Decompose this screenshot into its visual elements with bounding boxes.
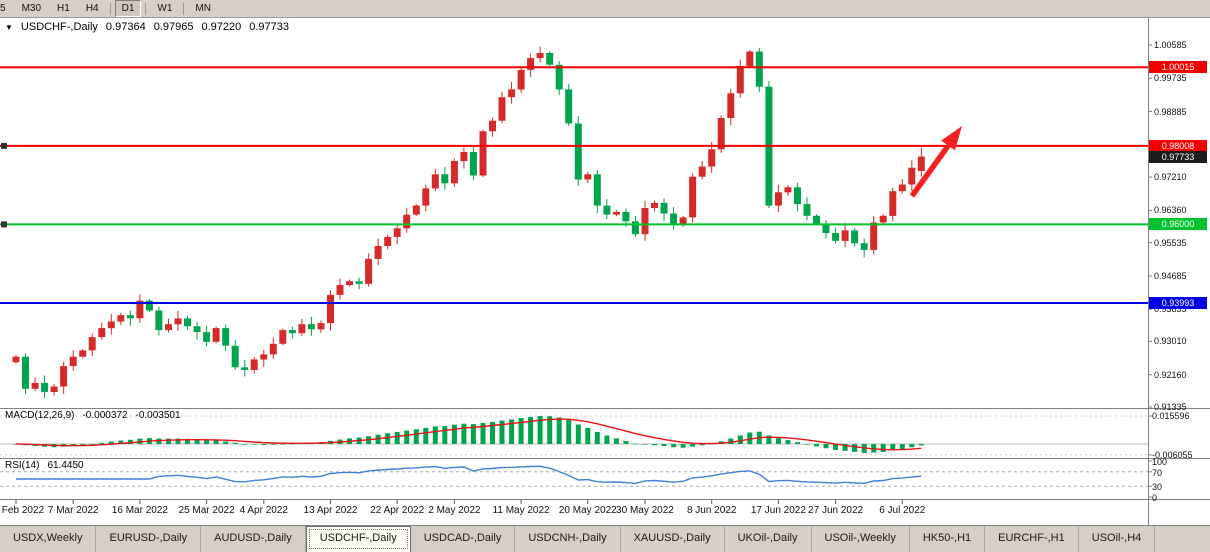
- price-axis-label: 0.91335: [1154, 401, 1187, 412]
- price-line-badge: 1.00015: [1149, 61, 1207, 74]
- chart-marker-icon: ▼: [5, 23, 13, 32]
- timeframe-button-w1[interactable]: W1: [157, 3, 173, 14]
- macd-panel: [0, 415, 1152, 456]
- rsi-panel: [0, 460, 1152, 498]
- price-axis-label: 0.93010: [1154, 336, 1187, 347]
- chart-tabs-bar: USDX,Weekly EURUSD-,Daily AUDUSD-,Daily USD…: [0, 525, 1210, 552]
- chart-symbol-label: USDCHF-,Daily: [20, 21, 98, 33]
- chart-tab-audusd-daily[interactable]: AUDUSD-,Daily: [201, 526, 306, 552]
- chart-tab-eurchf-h1[interactable]: EURCHF-,H1: [985, 526, 1079, 552]
- date-axis-label: 25 Feb 2022: [0, 505, 45, 516]
- price-axis-label: 0.96360: [1154, 205, 1187, 216]
- chart-tab-hk50-h1[interactable]: HK50-,H1: [910, 526, 986, 552]
- date-axis-label: 30 May 2022: [616, 505, 674, 516]
- chart-tab-eurusd-daily[interactable]: EURUSD-,Daily: [96, 526, 202, 552]
- panel-separators: [0, 18, 1210, 525]
- date-axis-label: 6 Jul 2022: [879, 505, 926, 516]
- indicator-axis-label: 100: [1152, 457, 1168, 467]
- date-axis-label: 7 Mar 2022: [47, 505, 99, 516]
- chart-tab-usoil-h4[interactable]: USOil-,H4: [1079, 526, 1156, 552]
- macd-name: MACD(12,26,9): [5, 410, 75, 421]
- timeframe-button-m30[interactable]: M30: [21, 3, 42, 14]
- timeframe-button-5[interactable]: 5: [0, 3, 6, 14]
- macd-indicator-label: MACD(12,26,9) -0.000372 -0.003501: [5, 410, 181, 421]
- price-axis-label: 1.00585: [1154, 40, 1187, 50]
- candles: [12, 46, 925, 399]
- current-price-badge: 0.97733: [1149, 150, 1207, 163]
- toolbar-separator: [145, 2, 147, 15]
- timeframe-button-h4[interactable]: H4: [85, 3, 99, 14]
- date-axis-label: 27 Jun 2022: [808, 505, 864, 516]
- price-axis-label: 0.99735: [1154, 73, 1187, 84]
- trend-arrow[interactable]: [909, 126, 962, 198]
- date-axis-label: 13 Apr 2022: [303, 505, 358, 516]
- price-axis-label: 0.92160: [1154, 369, 1187, 380]
- price-line-badge: 0.93993: [1149, 296, 1207, 309]
- rsi-indicator-label: RSI(14) 61.4450: [5, 460, 84, 471]
- chart-tab-usdcad-daily[interactable]: USDCAD-,Daily: [411, 526, 516, 552]
- rsi-value: 61.4450: [47, 460, 84, 471]
- price-axis-label: 0.98885: [1154, 106, 1187, 117]
- ohlc-low: 0.97220: [201, 21, 242, 33]
- indicator-axis-label: 30: [1152, 482, 1163, 493]
- price-line-badge: 0.96000: [1149, 218, 1207, 231]
- price-line-badge: 0.98008: [1149, 139, 1207, 152]
- horizontal-line-0.96000[interactable]: [0, 221, 1148, 228]
- indicator-axis-label: -0.006055: [1152, 449, 1193, 460]
- timeframe-toolbar: 5 M30 H1 H4 D1 W1 MN: [0, 0, 1210, 18]
- toolbar-separator: [109, 2, 111, 15]
- ohlc-close: 0.97733: [249, 21, 289, 33]
- rsi-name: RSI(14): [5, 460, 40, 471]
- date-axis-label: 22 Apr 2022: [370, 505, 425, 516]
- chart-tab-xauusd-daily[interactable]: XAUUSD-,Daily: [621, 526, 725, 552]
- timeframe-button-mn[interactable]: MN: [195, 3, 211, 14]
- indicator-axis-label: 0.015596: [1152, 411, 1190, 421]
- chart-tab-usdcnh-daily[interactable]: USDCNH-,Daily: [515, 526, 621, 552]
- date-axis-label: 8 Jun 2022: [686, 505, 737, 516]
- price-axis-label: 0.94685: [1154, 270, 1187, 281]
- chart-tab-ukoil-daily[interactable]: UKOil-,Daily: [725, 526, 812, 552]
- price-axis-label: 0.97210: [1154, 172, 1187, 183]
- timeframe-button-d1[interactable]: D1: [114, 0, 142, 17]
- price-axis-label: 0.93835: [1154, 304, 1187, 315]
- date-axis-label: 2 May 2022: [428, 505, 481, 516]
- toolbar-separator: [183, 2, 185, 15]
- date-axis-label: 25 Mar 2022: [178, 505, 235, 516]
- indicator-axis-label: 70: [1152, 467, 1163, 478]
- chart-tab-usdx-weekly[interactable]: USDX,Weekly: [0, 526, 97, 552]
- chart-tab-usdchf-daily[interactable]: USDCHF-,Daily: [305, 526, 411, 552]
- indicator-axis-label: 0: [1152, 493, 1158, 503]
- date-axis-label: 20 May 2022: [558, 505, 617, 516]
- ohlc-open: 0.97364: [105, 21, 146, 33]
- date-axis-label: 4 Apr 2022: [239, 505, 288, 516]
- macd-signal-value: -0.003501: [135, 410, 181, 421]
- date-axis-label: 11 May 2022: [492, 505, 550, 516]
- chart-tab-usoil-weekly[interactable]: USOil-,Weekly: [812, 526, 910, 552]
- timeframe-button-h1[interactable]: H1: [57, 3, 70, 14]
- horizontal-line-0.98008[interactable]: [0, 142, 1148, 149]
- ohlc-high: 0.97965: [153, 21, 194, 33]
- chart-title-bar: ▼ USDCHF-,Daily 0.97364 0.97965 0.97220 …: [5, 21, 289, 34]
- date-axis-label: 16 Mar 2022: [111, 505, 168, 516]
- price-axis-label: 0.95535: [1154, 237, 1187, 248]
- date-axis-label: 17 Jun 2022: [750, 505, 806, 516]
- macd-main-value: -0.000372: [82, 410, 128, 421]
